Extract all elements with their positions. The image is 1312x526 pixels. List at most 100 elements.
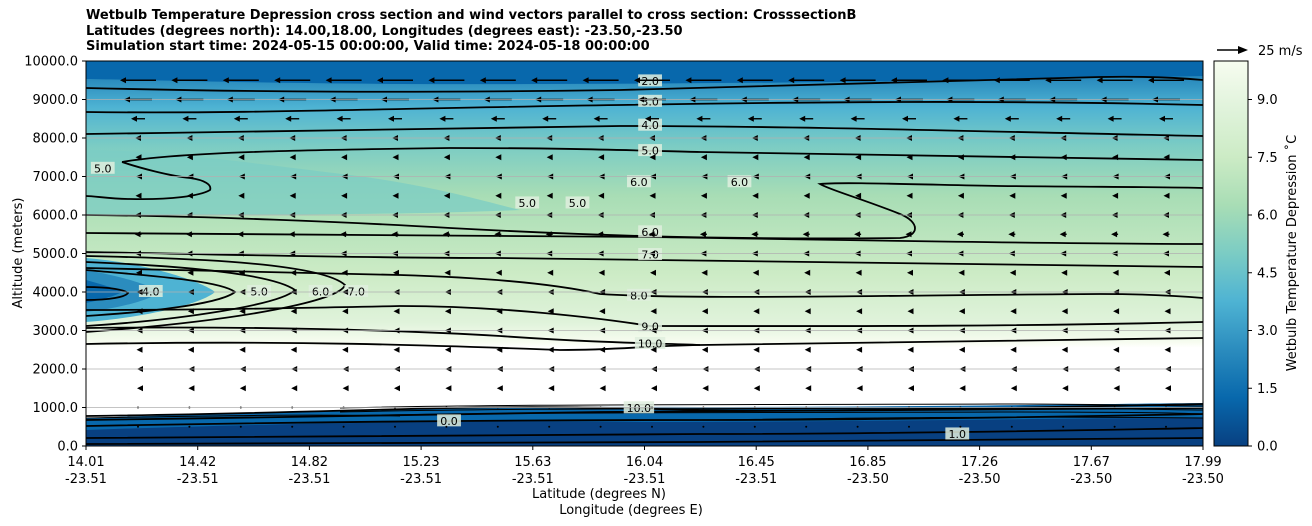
contour-low-4 — [86, 437, 1203, 445]
wind-arrow — [1163, 154, 1170, 161]
wind-arrow — [956, 231, 964, 238]
x-tick-label-lon: -23.50 — [1182, 472, 1224, 487]
title-line-3: Simulation start time: 2024-05-15 00:00:… — [86, 39, 650, 54]
wind-arrow — [238, 269, 245, 276]
wind-arrow — [531, 77, 568, 84]
contour-10 — [86, 326, 1203, 346]
wind-arrow — [1112, 154, 1119, 161]
x-tick-label-lat: 16.45 — [738, 455, 775, 470]
wind-arrow — [394, 385, 400, 392]
colorbar-label: Wetbulb Temperature Depression ˚C — [1284, 135, 1300, 372]
wind-arrow — [496, 346, 503, 353]
wind-arrow — [444, 308, 451, 315]
wind-arrow — [1061, 308, 1068, 315]
wind-arrow — [804, 269, 811, 276]
wind-arrow — [805, 385, 812, 392]
wind-arrow — [239, 385, 246, 392]
wind-arrow — [958, 308, 965, 315]
wind-arrow — [186, 192, 193, 199]
contour-label-bg — [634, 336, 666, 349]
y-tick-label: 7000.0 — [33, 170, 79, 185]
y-tick-label: 2000.0 — [33, 363, 79, 378]
x-tick-label-lon: -23.51 — [288, 472, 330, 487]
contour-label: 7.0 — [641, 249, 659, 262]
contour-label: 5.0 — [641, 145, 659, 158]
wind-arrow — [598, 192, 605, 199]
colorbar-tick-label: 3.0 — [1257, 324, 1278, 339]
wind-arrow — [546, 154, 553, 161]
wind-arrow — [392, 154, 399, 161]
x-tick-label-lat: 15.63 — [514, 455, 551, 470]
wind-arrow — [336, 115, 351, 122]
wind-arrow — [1009, 154, 1016, 161]
wind-arrow — [393, 346, 400, 353]
x-axis-label-latitude: Latitude (degrees N) — [532, 487, 666, 502]
y-axis: 0.0 1000.0 2000.0 3000.0 4000.0 5000.0 6000.0 7… — [24, 55, 86, 455]
wind-arrow — [1010, 425, 1013, 428]
wind-arrow — [805, 425, 808, 428]
wind-arrow — [288, 231, 296, 238]
x-axis-label-longitude: Longitude (degrees E) — [559, 503, 703, 518]
y-tick-label: 0.0 — [57, 440, 78, 455]
contour-label: 6.0 — [731, 176, 749, 189]
wind-arrow — [547, 308, 554, 315]
wind-arrow — [442, 231, 450, 238]
wind-arrow — [239, 425, 242, 428]
wind-arrow — [1112, 269, 1119, 276]
y-axis-label: Altitude (meters) — [11, 198, 26, 309]
wind-arrow — [850, 115, 865, 122]
wind-arrow — [496, 425, 499, 428]
wind-arrow — [1162, 231, 1170, 238]
wind-arrow — [290, 346, 297, 353]
wind-key-label: 25 m/s — [1258, 44, 1303, 59]
x-tick-label-lat: 17.26 — [961, 455, 998, 470]
wind-arrow — [495, 192, 502, 199]
contour-label-bg — [515, 196, 540, 209]
wind-arrow — [137, 385, 143, 392]
y-tick-label: 8000.0 — [33, 132, 79, 147]
wind-arrow — [444, 269, 451, 276]
wind-arrow — [388, 115, 402, 122]
wind-arrow — [1107, 115, 1122, 122]
wind-arrow — [1009, 269, 1016, 276]
wind-arrow — [856, 425, 859, 428]
wind-arrow — [342, 346, 349, 353]
colorbar-ticks: 0.0 1.5 3.0 4.5 6.0 7.5 9.0 — [1248, 93, 1278, 455]
wind-arrow — [957, 154, 964, 161]
wind-arrow — [1113, 308, 1120, 315]
wind-key-arrowhead — [1238, 46, 1248, 54]
contour-3 — [86, 101, 1203, 114]
wind-arrow — [341, 192, 348, 199]
contour-4 — [86, 125, 1203, 137]
wind-arrow — [1163, 192, 1170, 199]
wind-arrow — [959, 425, 962, 428]
wind-arrow — [342, 425, 345, 428]
wind-arrow — [753, 308, 760, 315]
wind-arrow — [340, 231, 348, 238]
surface-layer-band — [86, 403, 1203, 421]
contour-label-bg — [727, 175, 752, 188]
wind-arrow — [237, 231, 245, 238]
wind-arrow — [291, 385, 298, 392]
wind-arrow — [905, 231, 913, 238]
wind-arrow — [957, 192, 964, 199]
wind-arrow — [803, 154, 810, 161]
wind-arrow — [1164, 269, 1170, 276]
x-tick-label-lon: -23.50 — [847, 472, 889, 487]
wind-arrow — [1010, 346, 1017, 353]
contour-low-3 — [86, 427, 1203, 439]
contour-6 — [86, 182, 1203, 240]
wind-arrow — [188, 425, 191, 428]
wind-arrow — [1010, 385, 1017, 392]
y-tick-label: 3000.0 — [33, 324, 79, 339]
wind-arrow — [751, 231, 759, 238]
wind-arrow — [342, 308, 349, 315]
wind-arrow — [171, 77, 208, 84]
chart-title: Wetbulb Temperature Depression cross sec… — [86, 8, 856, 55]
wind-arrow — [495, 154, 502, 161]
contour-8 — [86, 267, 1203, 299]
wind-arrow — [700, 192, 707, 199]
wind-arrow — [1164, 308, 1171, 315]
wind-arrow — [1113, 425, 1116, 428]
